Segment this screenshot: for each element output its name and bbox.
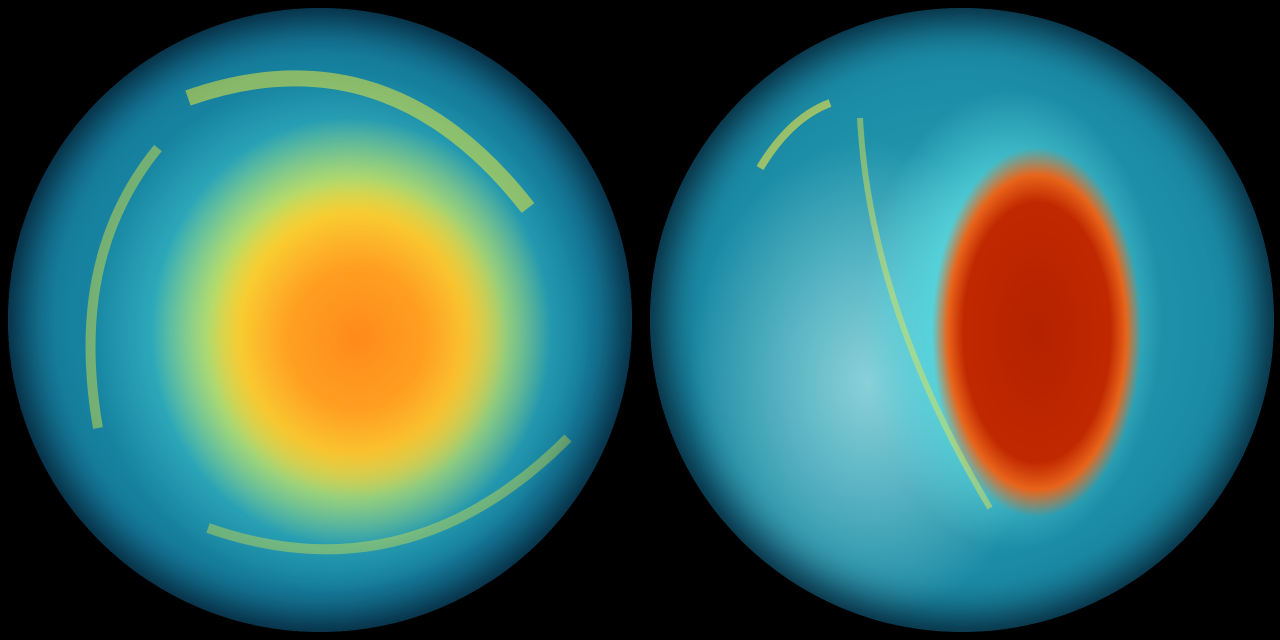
right-globe-visualization <box>650 8 1274 632</box>
swirl-band <box>206 434 572 555</box>
swirl-bands <box>756 99 993 510</box>
swirl-bands <box>85 70 572 555</box>
swirl-band <box>857 117 993 510</box>
swirl-band <box>185 70 535 213</box>
swirl-band <box>85 144 162 429</box>
globe-limb-shading <box>8 8 632 632</box>
swirl-band <box>756 99 832 171</box>
left-globe-visualization <box>8 8 632 632</box>
globe-limb-shading <box>650 8 1274 632</box>
